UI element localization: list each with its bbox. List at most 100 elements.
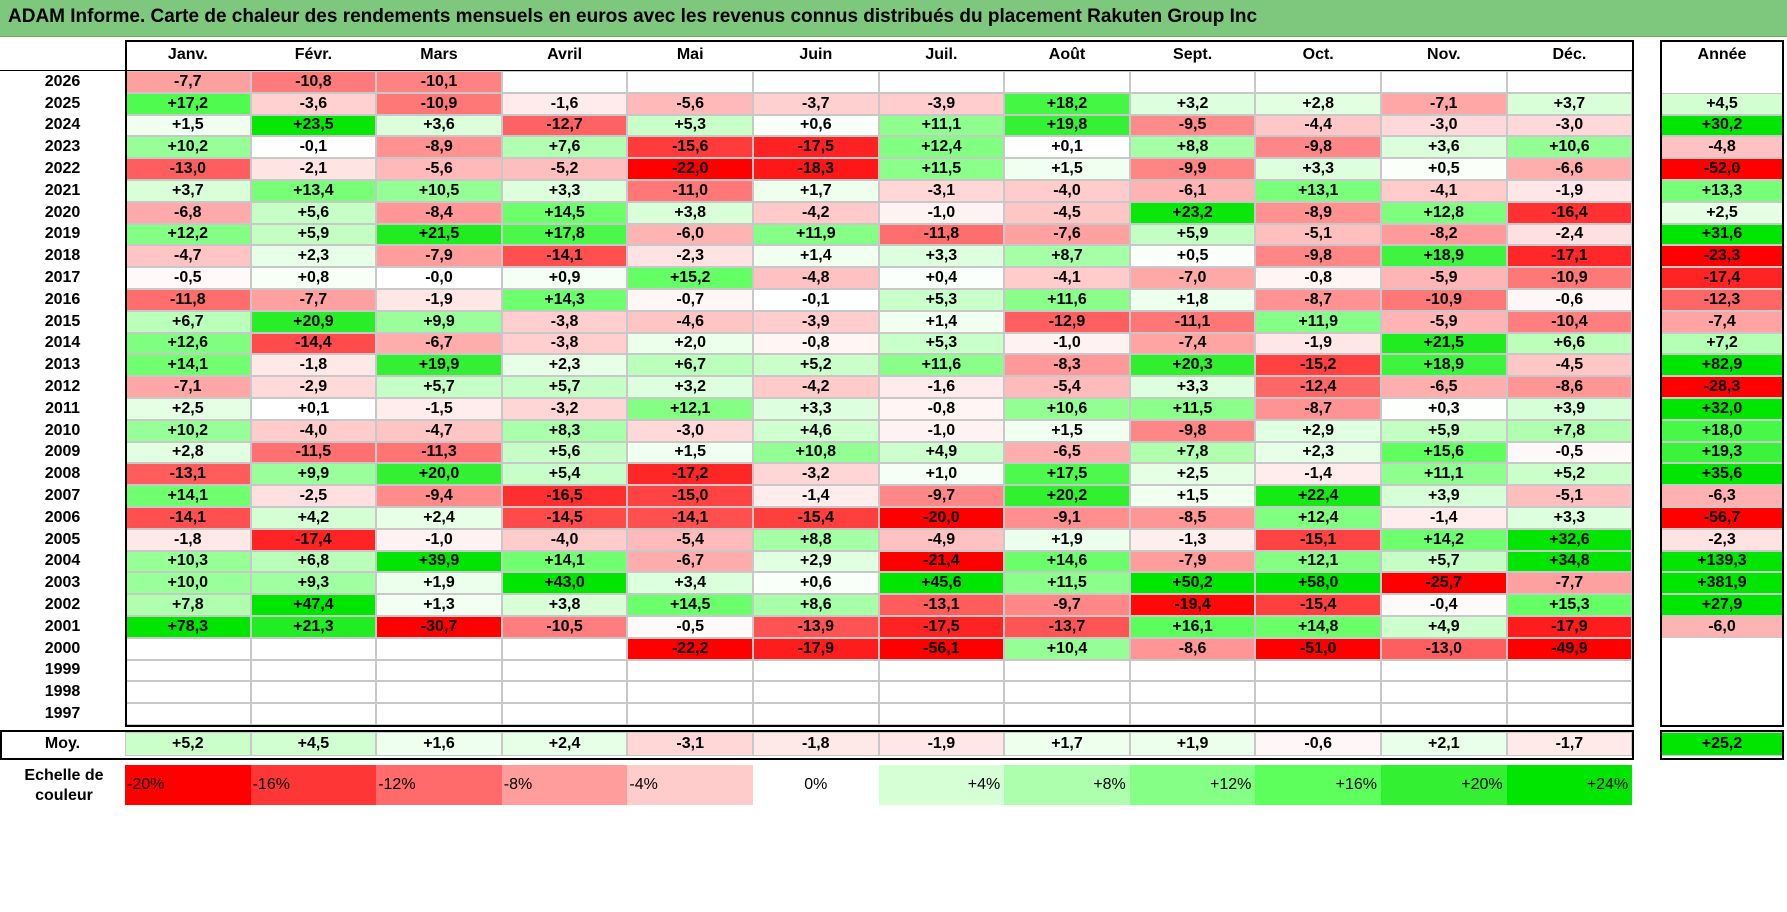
- heatmap-cell: [627, 71, 753, 93]
- heatmap-cell: -4,7: [125, 245, 251, 268]
- heatmap-cell: -7,4: [1129, 332, 1256, 355]
- heatmap-cell: -17,5: [753, 136, 879, 159]
- heatmap-cell: -14,1: [501, 245, 628, 268]
- color-scale-step: +12%: [1129, 765, 1256, 805]
- heatmap-cell: [501, 681, 628, 704]
- year-label: 2010: [44, 421, 81, 439]
- heatmap-cell: [376, 703, 502, 725]
- month-header: Sept.: [1173, 46, 1213, 63]
- average-cell: +4,5: [250, 732, 377, 756]
- heatmap-cell: -1,0: [376, 528, 502, 551]
- heatmap-cell: +1,0: [878, 463, 1005, 486]
- year-label: 2003: [44, 574, 81, 592]
- year-label: 2012: [44, 378, 81, 396]
- color-scale-label-line2: couleur: [35, 787, 93, 804]
- heatmap-cell: -17,4: [250, 528, 377, 551]
- heatmap-cell: -17,5: [878, 616, 1005, 638]
- year-label: 2022: [44, 160, 81, 178]
- heatmap-cell: -4,1: [1004, 267, 1130, 289]
- year-label: 2021: [44, 181, 81, 199]
- heatmap-cell: [753, 71, 879, 93]
- heatmap-cell: -15,1: [1255, 528, 1381, 551]
- heatmap-cell: -1,9: [1255, 332, 1381, 355]
- heatmap-cell: +20,0: [376, 463, 502, 486]
- heatmap-cell: -4,1: [1381, 180, 1507, 202]
- heatmap-cell: -7,1: [125, 376, 251, 398]
- heatmap-cell: +5,3: [878, 332, 1005, 355]
- heatmap-cell: +14,1: [125, 485, 251, 507]
- color-scale-step: +24%: [1506, 765, 1633, 805]
- year-label: 2006: [44, 508, 81, 526]
- heatmap-cell: -8,7: [1255, 398, 1381, 420]
- annual-cell: +32,0: [1660, 398, 1784, 420]
- heatmap-cell: -8,6: [1506, 376, 1633, 398]
- heatmap-cell: -1,9: [376, 289, 502, 311]
- heatmap-cell: [1004, 71, 1130, 93]
- heatmap-cell: [753, 703, 879, 725]
- heatmap-cell: +3,8: [627, 201, 753, 224]
- heatmap-cell: +2,0: [627, 332, 753, 355]
- heatmap-cell: [125, 637, 251, 660]
- heatmap-cell: -4,8: [753, 267, 879, 289]
- heatmap-cell: [1004, 681, 1130, 704]
- heatmap-cell: -9,1: [1004, 507, 1130, 529]
- heatmap-cell: +3,3: [1506, 507, 1633, 529]
- heatmap-cell: -11,8: [125, 289, 251, 311]
- heatmap-cell: +3,4: [627, 572, 753, 595]
- heatmap-cell: +1,5: [1129, 485, 1256, 507]
- heatmap-cell: -2,3: [627, 245, 753, 268]
- heatmap-cell: -0,0: [376, 267, 502, 289]
- heatmap-cell: +10,4: [1004, 637, 1130, 660]
- heatmap-cell: [1506, 71, 1633, 93]
- heatmap-cell: +3,6: [1381, 136, 1507, 159]
- heatmap-cell: -0,5: [1506, 441, 1633, 464]
- heatmap-cell: +32,6: [1506, 528, 1633, 551]
- heatmap-cell: +3,9: [1506, 398, 1633, 420]
- heatmap-cell: -5,1: [1255, 223, 1381, 246]
- month-header: Nov.: [1427, 46, 1461, 63]
- heatmap-cell: +9,3: [250, 572, 377, 595]
- heatmap-cell: +0,1: [250, 398, 377, 420]
- year-label: 2019: [44, 225, 81, 243]
- heatmap-cell: [878, 681, 1005, 704]
- heatmap-cell: +2,3: [1255, 441, 1381, 464]
- heatmap-cell: +14,8: [1255, 616, 1381, 638]
- heatmap-cell: -13,1: [125, 463, 251, 486]
- heatmap-cell: -4,0: [1004, 180, 1130, 202]
- average-cell: -1,7: [1506, 732, 1633, 756]
- heatmap-cell: +5,4: [501, 463, 628, 486]
- average-label: Moy.: [44, 735, 81, 752]
- heatmap-cell: +1,4: [878, 310, 1005, 333]
- heatmap-cell: [250, 681, 377, 704]
- heatmap-cell: +47,4: [250, 594, 377, 616]
- heatmap-cell: -8,6: [1129, 637, 1256, 660]
- heatmap-cell: +3,2: [1129, 92, 1256, 115]
- heatmap-cell: -3,0: [627, 419, 753, 442]
- heatmap-cell: +2,8: [1255, 92, 1381, 115]
- heatmap-cell: +0,4: [878, 267, 1005, 289]
- heatmap-cell: +11,5: [1004, 572, 1130, 595]
- heatmap-cell: [1129, 681, 1256, 704]
- heatmap-cell: +2,9: [753, 550, 879, 573]
- heatmap-cell: [1004, 659, 1130, 682]
- color-scale-step: -8%: [501, 765, 628, 805]
- heatmap-cell: +12,2: [125, 223, 251, 246]
- average-cell: -0,6: [1255, 732, 1381, 756]
- year-total-header: Année: [1697, 46, 1747, 63]
- heatmap-cell: +3,3: [878, 245, 1005, 268]
- heatmap-cell: +5,6: [250, 201, 377, 224]
- heatmap-cell: -1,3: [1129, 528, 1256, 551]
- heatmap-cell: +5,3: [878, 289, 1005, 311]
- month-header: Févr.: [294, 46, 333, 63]
- heatmap-cell: [501, 703, 628, 725]
- heatmap-cell: -7,1: [1381, 92, 1507, 115]
- heatmap-cell: -12,7: [501, 114, 628, 137]
- heatmap-cell: +5,3: [627, 114, 753, 137]
- month-header: Janv.: [167, 46, 208, 63]
- heatmap-cell: -13,9: [753, 616, 879, 638]
- heatmap-cell: +7,8: [1129, 441, 1256, 464]
- heatmap-cell: +17,2: [125, 92, 251, 115]
- heatmap-cell: +14,5: [501, 201, 628, 224]
- heatmap-cell: -7,7: [125, 71, 251, 93]
- color-scale-step: +4%: [878, 765, 1005, 805]
